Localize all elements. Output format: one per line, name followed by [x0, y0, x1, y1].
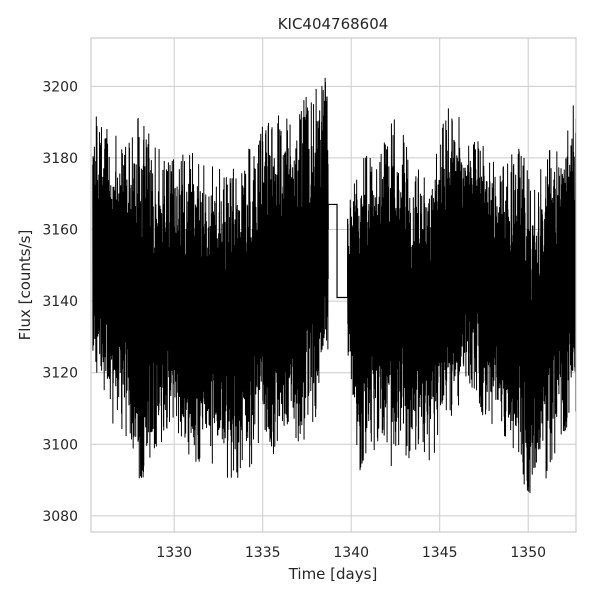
gap-interpolation-line: [327, 203, 349, 299]
chart-title: KIC404768604: [278, 15, 389, 33]
flux-series-line-2: [347, 105, 577, 494]
x-tick-label: 1340: [333, 545, 369, 561]
y-tick-labels: 3080 3100 3120 3140 3160 3180 3200: [42, 79, 78, 525]
x-tick-labels: 1330 1335 1340 1345 1350: [156, 545, 546, 561]
series-layer: [92, 77, 577, 494]
y-tick-label: 3200: [42, 79, 78, 95]
y-tick-label: 3080: [42, 509, 78, 525]
y-tick-label: 3100: [42, 437, 78, 453]
y-tick-label: 3140: [42, 294, 78, 310]
x-axis-label: Time [days]: [288, 565, 378, 583]
x-tick-label: 1330: [156, 545, 192, 561]
y-tick-label: 3120: [42, 366, 78, 382]
y-axis-label: Flux [counts/s]: [16, 230, 34, 341]
x-tick-label: 1345: [422, 545, 458, 561]
x-tick-label: 1335: [245, 545, 281, 561]
x-tick-label: 1350: [510, 545, 546, 561]
y-tick-label: 3180: [42, 151, 78, 167]
y-tick-label: 3160: [42, 223, 78, 239]
plot-frame: [90, 37, 577, 533]
flux-series-line-1: [92, 77, 329, 479]
